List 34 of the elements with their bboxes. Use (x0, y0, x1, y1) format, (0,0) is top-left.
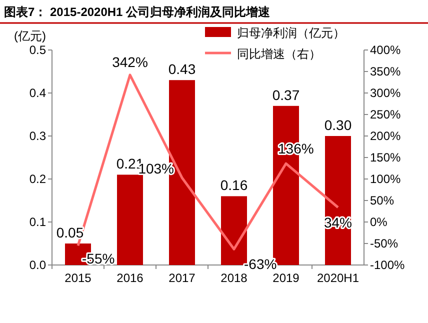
y-tick-label: 0.5 (29, 43, 46, 57)
y2-tick-label: 50% (370, 194, 394, 208)
y2-tick-label: 200% (370, 129, 402, 143)
y-axis-title: (亿元) (14, 29, 46, 43)
data-label: 0.43 (168, 61, 196, 78)
data-label: 0.37 (272, 86, 300, 103)
x-tick-label: 2019 (272, 271, 300, 285)
legend-label: 同比增速（右） (237, 47, 321, 61)
y-tick-label: 0.1 (29, 215, 46, 229)
y2-tick-label: 300% (370, 86, 402, 100)
y2-tick-label: 350% (370, 64, 402, 78)
bar (117, 174, 143, 265)
y2-tick-label: 250% (370, 108, 402, 122)
data-label: 0.16 (220, 177, 248, 194)
y2-tick-label: 150% (370, 150, 402, 164)
data-label: 0.30 (324, 117, 352, 133)
y-tick-label: 0.0 (29, 258, 46, 272)
y-tick-label: 0.2 (29, 172, 46, 186)
data-label: 342% (112, 54, 148, 70)
x-tick-label: 2017 (168, 271, 196, 285)
x-tick-label: 2018 (220, 271, 248, 285)
data-label: -63% (244, 256, 277, 272)
y-tick-label: 0.4 (29, 86, 46, 100)
y2-tick-label: 400% (370, 43, 402, 57)
x-tick-label: 2016 (116, 271, 144, 285)
legend-label: 归母净利润（亿元） (237, 26, 345, 40)
x-tick-label: 2015 (64, 271, 92, 285)
y2-tick-label: -50% (370, 236, 398, 250)
y2-tick-label: 0% (370, 215, 388, 229)
y-tick-label: 0.3 (29, 129, 46, 143)
chart-title: 图表7： 2015-2020H1 公司归母净利润及同比增速 (4, 5, 272, 19)
y2-tick-label: 100% (370, 172, 402, 186)
x-tick-label: 2020H1 (316, 271, 360, 285)
y2-tick-label: -100% (370, 258, 406, 272)
